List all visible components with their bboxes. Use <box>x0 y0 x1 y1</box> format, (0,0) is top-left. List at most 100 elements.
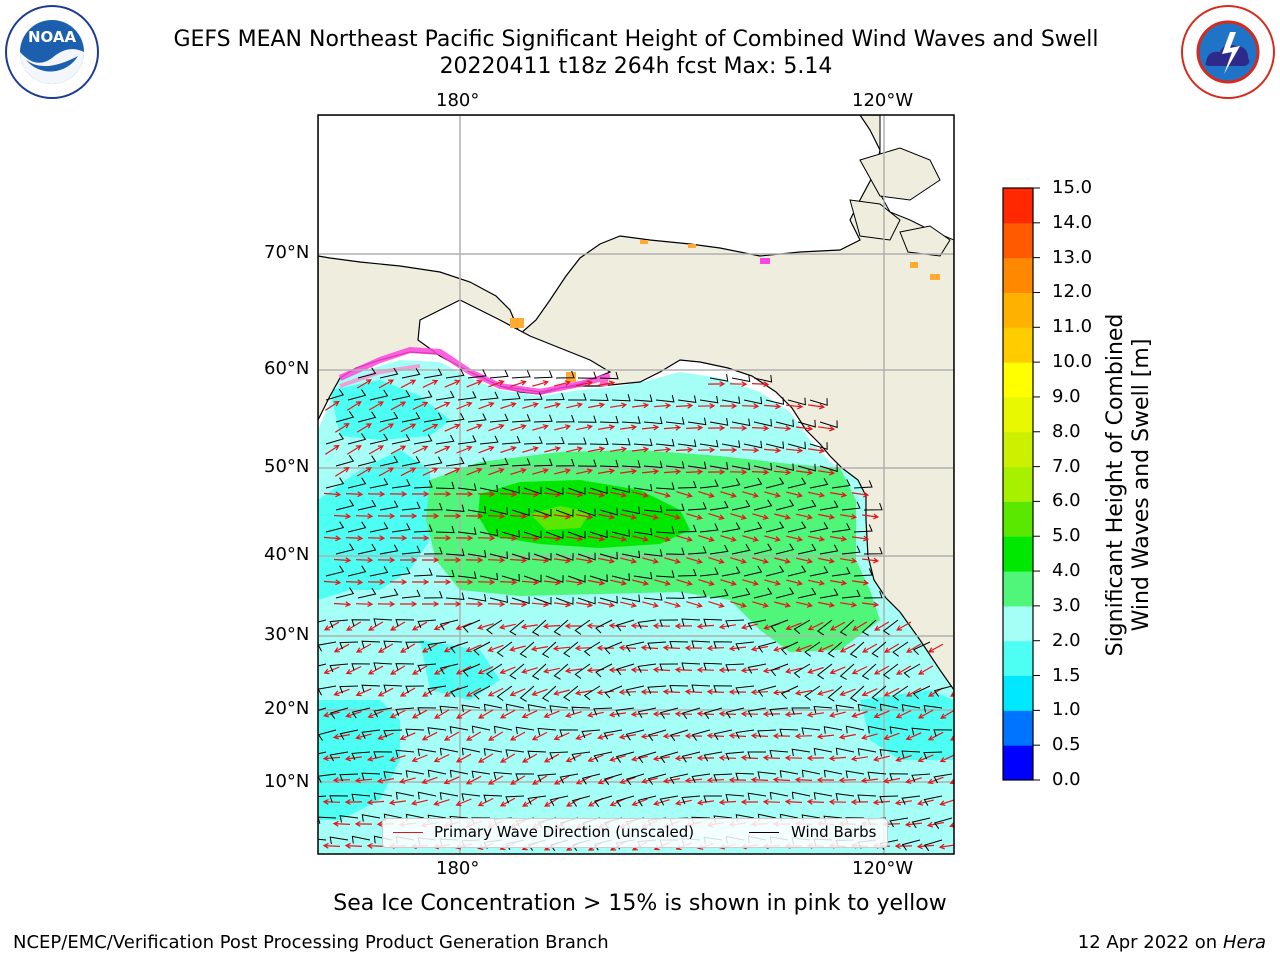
wind-barb <box>493 725 513 734</box>
wave-direction-arrow <box>532 424 549 431</box>
wind-barb <box>318 838 327 841</box>
wind-barb <box>462 663 481 677</box>
wave-direction-arrow <box>873 665 890 675</box>
colorbar-segment <box>1003 571 1033 607</box>
wave-direction-arrow <box>575 513 594 520</box>
colorbar-tick-label: 7.0 <box>1052 455 1081 477</box>
wind-barb <box>655 438 675 447</box>
wind-barb <box>849 641 865 658</box>
lat-label-60n: 60°N <box>264 358 310 379</box>
wind-barb <box>903 663 921 678</box>
wind-barb <box>467 506 487 514</box>
wave-direction-arrow <box>730 557 747 564</box>
wind-barb <box>787 441 806 450</box>
wind-barb <box>813 705 833 714</box>
wave-direction-arrow <box>708 557 725 564</box>
wind-barb <box>757 641 777 653</box>
wave-direction-arrow <box>720 491 737 498</box>
wind-barb <box>568 393 587 401</box>
wave-direction-arrow <box>388 799 406 806</box>
wind-barb <box>911 727 931 736</box>
wind-barb <box>545 436 565 445</box>
wind-barb <box>567 487 586 495</box>
wave-direction-legend-label: Primary Wave Direction (unscaled) <box>434 823 695 841</box>
wind-barb <box>721 396 741 404</box>
wave-direction-arrow <box>839 688 856 697</box>
wind-barb <box>347 521 367 533</box>
wave-direction-arrow <box>698 579 715 586</box>
wave-direction-arrow <box>730 601 747 608</box>
wave-direction-arrow <box>674 623 693 630</box>
wave-direction-arrow <box>478 753 494 763</box>
wind-barb <box>713 773 733 782</box>
wind-barb <box>687 590 707 599</box>
wave-direction-arrow <box>642 601 659 608</box>
wind-barb <box>603 773 623 785</box>
wind-barb <box>450 641 469 654</box>
wind-barb <box>329 795 349 803</box>
wave-direction-arrow <box>742 579 759 586</box>
wind-barb <box>533 370 553 379</box>
wave-direction-arrow <box>807 666 824 674</box>
wave-direction-arrow <box>718 799 737 806</box>
colorbar-tick-label: 0.0 <box>1052 769 1081 790</box>
wind-barb <box>731 418 751 427</box>
wave-direction-arrow <box>632 535 649 542</box>
wave-direction-arrow <box>345 535 364 542</box>
wave-direction-arrow <box>466 379 483 388</box>
wave-direction-arrow <box>334 467 350 477</box>
wind-barb <box>391 567 411 577</box>
wave-direction-arrow <box>796 425 814 432</box>
wave-direction-arrow <box>377 557 396 564</box>
wind-barb <box>479 391 499 401</box>
wind-barb <box>318 751 327 755</box>
wave-direction-arrow <box>708 601 725 608</box>
colorbar-title-line1: Significant Height of Combined <box>1103 313 1128 657</box>
wave-direction-arrow <box>610 446 628 453</box>
wind-barb <box>351 707 371 719</box>
wind-barb <box>435 434 455 445</box>
colorbar-segment <box>1003 745 1033 781</box>
wave-direction-arrow <box>654 491 671 498</box>
wave-direction-arrow <box>861 688 878 697</box>
wave-direction-arrow <box>532 380 549 387</box>
wave-direction-arrow <box>785 403 804 410</box>
wind-barb <box>841 589 861 599</box>
wind-barb <box>857 703 877 712</box>
wind-barb <box>867 771 887 780</box>
wave-direction-arrow <box>676 535 693 542</box>
wind-barb <box>395 749 415 758</box>
wind-barb <box>912 641 931 656</box>
wave-direction-arrow <box>949 778 954 785</box>
wave-direction-arrow <box>720 535 737 542</box>
wave-direction-arrow <box>862 643 878 653</box>
wind-barb <box>473 641 491 656</box>
wave-direction-arrow <box>356 379 372 389</box>
wind-barb <box>361 729 381 739</box>
wind-barb <box>797 499 817 511</box>
wave-direction-arrow <box>532 468 549 475</box>
colorbar-segment <box>1003 675 1033 711</box>
wind-barb <box>583 641 601 657</box>
wave-direction-arrow <box>632 446 650 453</box>
wind-barb <box>555 458 575 467</box>
wind-barb <box>545 487 564 495</box>
wave-direction-arrow <box>488 423 505 432</box>
wind-barb <box>709 418 729 426</box>
wind-barb <box>615 795 635 807</box>
wind-barb <box>533 509 552 517</box>
wave-direction-arrow <box>641 468 660 475</box>
colorbar-tick-label: 4.0 <box>1052 560 1081 582</box>
wind-barb <box>861 663 877 680</box>
wave-direction-arrow <box>610 491 628 498</box>
wind-barb <box>804 685 821 701</box>
wind-barb <box>457 527 477 535</box>
wind-barb <box>769 791 789 800</box>
wave-direction-arrow <box>772 776 791 783</box>
wind-barb <box>467 457 487 467</box>
wind-barb <box>549 705 569 713</box>
wave-direction-arrow <box>752 513 769 520</box>
wind-barb <box>725 751 745 761</box>
wave-direction-arrow <box>597 380 616 387</box>
wind-barb <box>515 726 535 735</box>
